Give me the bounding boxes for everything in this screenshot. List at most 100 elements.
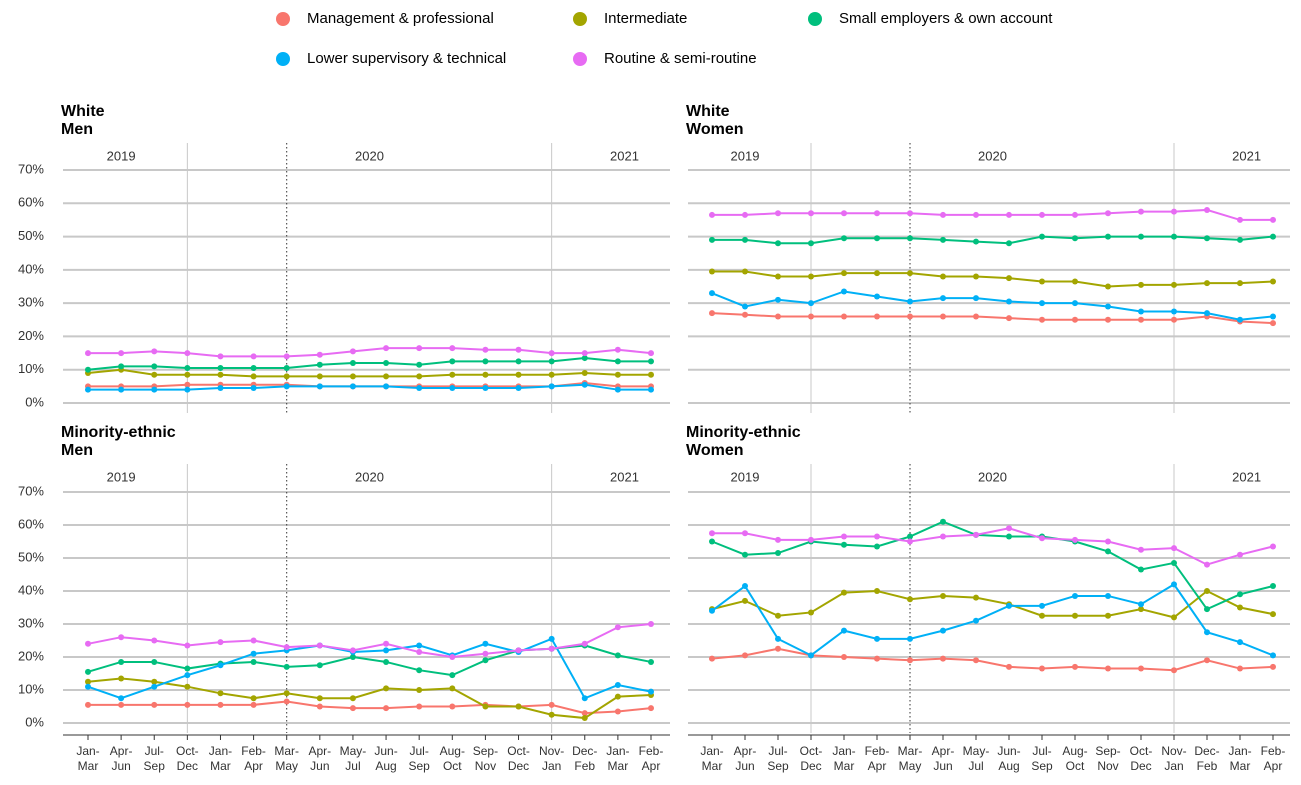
data-point — [250, 650, 257, 657]
data-point — [118, 675, 125, 682]
data-point — [316, 642, 323, 649]
data-point — [1105, 538, 1111, 545]
x-tick-line: Dec — [800, 759, 821, 773]
x-tick-line: Oct- — [1130, 744, 1153, 758]
data-point — [184, 371, 191, 378]
data-point — [1270, 583, 1276, 590]
data-point — [184, 642, 191, 649]
x-tick-label: Oct-Dec — [507, 744, 530, 773]
data-point — [648, 621, 654, 627]
data-point — [349, 383, 356, 390]
x-tick-line: Jun — [310, 759, 329, 773]
data-point — [283, 365, 290, 372]
y-tick-label: 0% — [25, 394, 44, 409]
legend-label: Routine & semi-routine — [604, 50, 757, 67]
data-point — [775, 645, 781, 652]
data-point — [416, 649, 423, 656]
data-point — [1006, 663, 1012, 670]
x-tick-line: Feb- — [1261, 744, 1286, 758]
data-point — [614, 346, 621, 353]
data-point — [1072, 300, 1078, 307]
x-tick-line: May — [899, 759, 922, 773]
data-point — [648, 658, 654, 665]
data-point — [742, 211, 748, 218]
data-point — [1171, 233, 1177, 240]
data-point — [648, 705, 654, 712]
data-point — [217, 662, 224, 669]
data-point — [316, 662, 323, 669]
x-tick-line: Jan- — [832, 744, 855, 758]
data-point — [940, 533, 946, 540]
data-point — [515, 358, 522, 365]
data-point — [742, 597, 748, 604]
x-tick-line: Jun — [735, 759, 754, 773]
data-point — [184, 683, 191, 690]
data-point — [973, 211, 979, 218]
data-point — [841, 533, 847, 540]
x-tick-label: Jan-Mar — [76, 744, 99, 773]
data-point — [1039, 278, 1045, 285]
data-point — [973, 657, 979, 664]
data-point — [742, 311, 748, 318]
data-point — [841, 313, 847, 320]
data-point — [416, 703, 423, 710]
data-point — [85, 386, 91, 393]
data-point — [515, 385, 522, 392]
data-point — [250, 385, 257, 392]
data-point — [940, 313, 946, 320]
x-tick-label: Nov-Jan — [539, 744, 564, 773]
data-point — [1039, 535, 1045, 542]
year-label: 2020 — [978, 469, 1007, 484]
data-point — [1006, 298, 1012, 305]
data-point — [907, 235, 913, 242]
series-line — [712, 235, 1274, 245]
data-point — [1237, 316, 1243, 323]
data-point — [118, 634, 125, 641]
data-point — [742, 236, 748, 243]
data-point — [1138, 665, 1144, 672]
data-point — [383, 685, 390, 692]
x-tick-line: May- — [963, 744, 990, 758]
data-point — [515, 371, 522, 378]
data-point — [874, 313, 880, 320]
x-tick-line: Jun- — [374, 744, 397, 758]
data-point — [85, 668, 91, 675]
data-point — [808, 273, 814, 280]
data-point — [841, 235, 847, 242]
data-point — [217, 371, 224, 378]
data-point — [184, 672, 191, 679]
x-tick-label: Jul-Sep — [144, 744, 166, 773]
data-point — [184, 701, 191, 708]
data-point — [1138, 606, 1144, 613]
x-tick-line: Oct- — [176, 744, 199, 758]
data-point — [316, 703, 323, 710]
x-tick-label: Apr-Jun — [110, 744, 133, 773]
data-point — [416, 345, 423, 352]
series-line — [87, 644, 652, 677]
x-tick-line: Apr- — [110, 744, 133, 758]
x-tick-line: Jun- — [997, 744, 1020, 758]
x-tick-line: Mar — [210, 759, 231, 773]
data-point — [118, 695, 125, 702]
data-point — [349, 373, 356, 380]
legend-marker — [808, 12, 822, 26]
data-point — [515, 647, 522, 654]
data-point — [151, 348, 158, 355]
data-point — [1006, 211, 1012, 218]
data-point — [349, 647, 356, 654]
y-tick-label: 20% — [18, 328, 44, 343]
x-tick-line: Jan- — [76, 744, 99, 758]
data-point — [1138, 233, 1144, 240]
x-tick-line: Jun — [933, 759, 952, 773]
data-point — [184, 665, 191, 672]
series-line — [711, 290, 1274, 321]
x-tick-line: Sep — [767, 759, 789, 773]
data-point — [841, 210, 847, 217]
data-point — [1237, 551, 1243, 558]
data-point — [1237, 591, 1243, 598]
data-point — [217, 385, 224, 392]
panel-title: Minority-ethnic — [61, 424, 176, 441]
legend-label: Small employers & own account — [839, 10, 1053, 27]
data-point — [151, 386, 158, 393]
x-tick-label: Dec-Feb — [572, 744, 597, 773]
